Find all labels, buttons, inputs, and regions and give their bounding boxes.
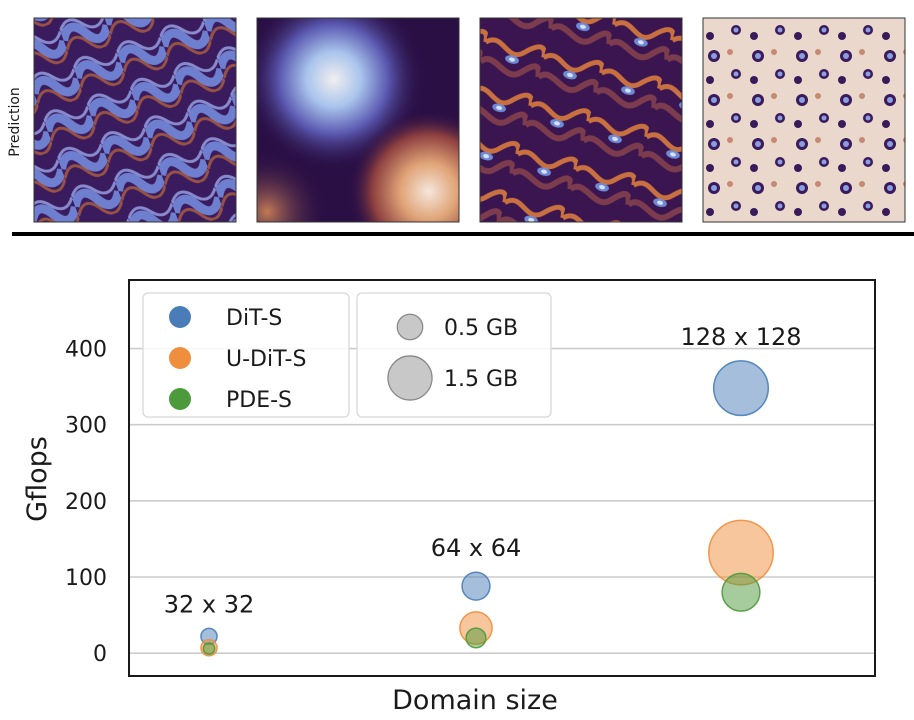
bubbles	[200, 360, 774, 657]
thumbnail-1	[33, 17, 237, 223]
y-tick-label: 400	[65, 338, 107, 363]
thumbnail-3	[479, 17, 683, 223]
legend-marker-u-dit-s	[169, 347, 191, 369]
size-legend-label: 1.5 GB	[444, 367, 518, 392]
category-labels: 32 x 32 64 x 64 128 x 128	[164, 323, 802, 619]
y-tick-label: 200	[65, 490, 107, 515]
row-label-prediction: Prediction	[7, 87, 23, 157]
size-legend-marker	[396, 313, 424, 341]
bubble-pde-s-1	[202, 642, 216, 656]
size-legend: 0.5 GB 1.5 GB	[356, 292, 552, 418]
y-tick-label: 300	[65, 414, 107, 439]
category-label: 64 x 64	[431, 534, 522, 562]
legend-marker-dit-s	[169, 306, 191, 328]
bubble-chart: 0 100 200 300 400 32 x 32 64 x 64 128 x 128 Gf…	[22, 279, 876, 716]
thumbnail-4	[702, 17, 906, 223]
bubble-pde-s-3	[721, 572, 761, 612]
legend-label: PDE-S	[226, 388, 292, 413]
bubble-dit-s-2	[461, 571, 491, 601]
y-tick-label: 100	[65, 566, 107, 591]
bubble-dit-s-3	[712, 360, 770, 417]
legend-label: U-DiT-S	[226, 347, 306, 372]
y-axis-label: Gflops	[22, 436, 53, 522]
thumbnail-2	[256, 17, 460, 223]
series-legend: DiT-S U-DiT-S PDE-S	[142, 292, 350, 418]
legend-label: DiT-S	[226, 306, 282, 331]
category-label: 32 x 32	[164, 590, 255, 618]
plot-frame	[128, 279, 876, 677]
y-tick-label: 0	[93, 642, 107, 667]
y-axis-ticks: 0 100 200 300 400	[65, 338, 107, 668]
size-legend-label: 0.5 GB	[444, 316, 518, 341]
category-label: 128 x 128	[680, 323, 801, 351]
bubble-pde-s-2	[465, 627, 487, 649]
legend-marker-pde-s	[169, 388, 191, 410]
x-axis-label: Domain size	[392, 685, 558, 716]
size-legend-marker	[387, 355, 433, 401]
